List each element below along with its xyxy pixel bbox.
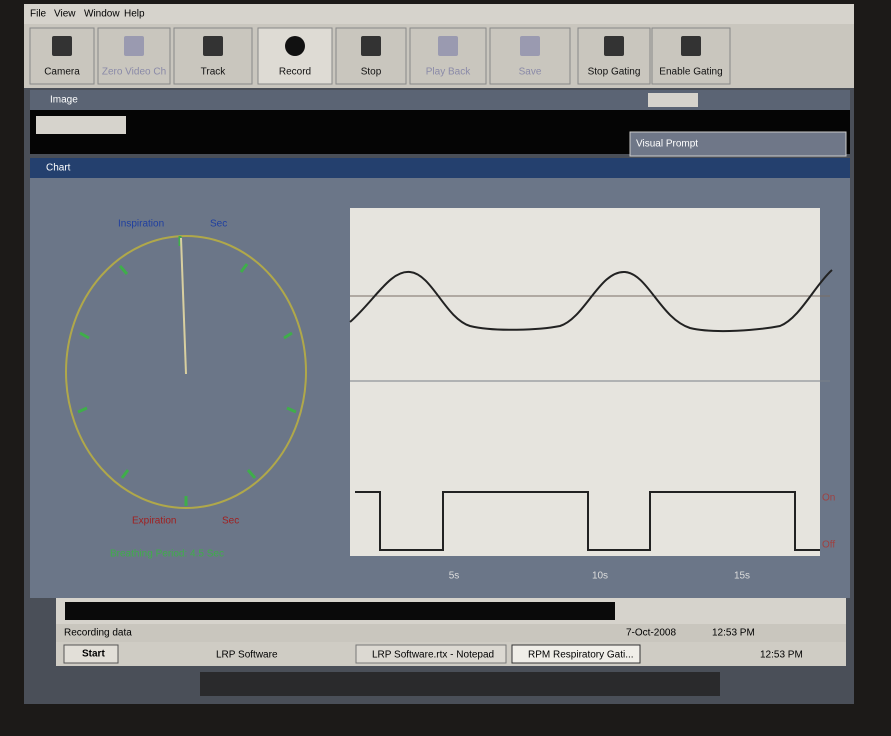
menu-item[interactable]: Window xyxy=(84,9,120,20)
breathing-period: Breathing Period: 4.5 Sec xyxy=(110,549,224,560)
taskbar-item[interactable]: LRP Software xyxy=(216,650,278,661)
screen-photo: File View Window Help Camera Zero Video C… xyxy=(0,0,891,731)
button-icon xyxy=(361,36,381,56)
menu-item[interactable]: File xyxy=(30,9,47,20)
page: File View Window Help Camera Zero Video C… xyxy=(0,0,891,731)
menu-item[interactable]: Help xyxy=(124,9,145,20)
button-icon xyxy=(203,36,223,56)
button-icon xyxy=(681,36,701,56)
button-label: Enable Gating xyxy=(659,67,722,78)
title-bar xyxy=(30,90,850,110)
button-label: Stop Gating xyxy=(588,67,641,78)
button-label: Record xyxy=(279,67,311,78)
dial-label: Sec xyxy=(222,516,239,527)
window-title: Visual Prompt xyxy=(636,139,698,150)
button-label: Track xyxy=(201,67,227,78)
taskbar-item[interactable]: LRP Software.rtx - Notepad xyxy=(372,650,494,661)
gate-label: Off xyxy=(822,540,835,551)
taskbar-item[interactable]: RPM Respiratory Gati... xyxy=(528,650,634,661)
button-icon xyxy=(285,36,305,56)
button-icon xyxy=(520,36,540,56)
button-icon xyxy=(438,36,458,56)
start-label: Start xyxy=(82,649,105,660)
window-controls[interactable] xyxy=(648,93,698,107)
title-bar xyxy=(30,158,850,178)
dial-label: Inspiration xyxy=(118,219,164,230)
dial-label: Sec xyxy=(210,219,227,230)
window-title: Chart xyxy=(46,163,71,174)
x-label: 10s xyxy=(592,571,608,582)
dial-label: Expiration xyxy=(132,516,176,527)
button-label: Play Back xyxy=(426,67,471,78)
status-date: 7-Oct-2008 xyxy=(626,628,676,639)
plot-area xyxy=(350,208,820,556)
menu-item[interactable]: View xyxy=(54,9,76,20)
status-time: 12:53 PM xyxy=(712,628,755,639)
monitor-reflection xyxy=(200,672,720,696)
button-icon xyxy=(604,36,624,56)
clock: 12:53 PM xyxy=(760,650,803,661)
button-label: Camera xyxy=(44,67,80,78)
button-icon xyxy=(52,36,72,56)
x-label: 15s xyxy=(734,571,750,582)
button-label: Save xyxy=(519,67,542,78)
button-label: Stop xyxy=(361,67,382,78)
progress-bar xyxy=(65,602,615,620)
image-field xyxy=(36,116,126,134)
status-text: Recording data xyxy=(64,628,132,639)
window-title: Image xyxy=(50,95,78,106)
x-label: 5s xyxy=(449,571,460,582)
button-icon xyxy=(124,36,144,56)
menu-bar xyxy=(24,4,854,24)
button-label: Zero Video Ch xyxy=(102,67,166,78)
gate-label: On xyxy=(822,493,835,504)
